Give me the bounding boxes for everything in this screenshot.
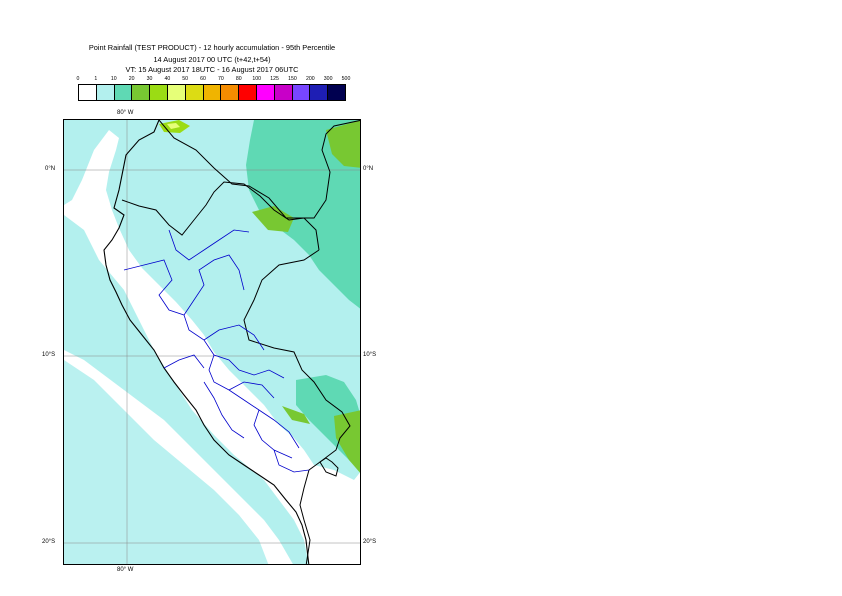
colorbar-swatch [132, 85, 151, 100]
colorbar-threshold-label: 150 [288, 76, 297, 82]
colorbar-threshold-label: 0 [76, 76, 80, 82]
rain-yellow-nw [167, 123, 180, 129]
map-frame [63, 119, 361, 565]
border-peru-brazil [243, 249, 351, 471]
colorbar [78, 84, 346, 101]
colorbar-threshold-label: 10 [110, 76, 117, 82]
colorbar-swatch [167, 85, 186, 100]
colorbar-threshold-label: 100 [252, 76, 261, 82]
lat-label-eq-right: 0°N [363, 166, 374, 172]
rain-heavy-center [252, 206, 294, 232]
colorbar-swatch [185, 85, 204, 100]
colorbar-swatch [256, 85, 275, 100]
region-borders [123, 229, 310, 473]
lat-label-10s-right: 10°S [363, 352, 377, 358]
colorbar-threshold-label: 125 [270, 76, 279, 82]
colorbar-swatch [310, 85, 329, 100]
colorbar-swatch [274, 85, 293, 100]
colorbar-threshold-label: 1 [94, 76, 98, 82]
rain-medium-north [246, 120, 360, 309]
title-line-2: 14 August 2017 00 UTC (t+42,t+54) [153, 55, 271, 64]
lon-label-top: 80° W [117, 110, 134, 116]
lon-label-bottom: 80° W [117, 567, 134, 573]
colorbar-swatch [79, 85, 97, 100]
title-line-1: Point Rainfall (TEST PRODUCT) - 12 hourl… [88, 43, 336, 52]
colorbar-swatch [96, 85, 115, 100]
lat-label-eq-left: 0°N [45, 166, 56, 172]
colorbar-threshold-label: 20 [128, 76, 135, 82]
border-bolivia-chile [299, 469, 311, 564]
colorbar-swatch [292, 85, 311, 100]
colorbar-swatch [150, 85, 168, 100]
colorbar-swatch [203, 85, 222, 100]
coastline [103, 120, 310, 564]
rain-heavy-se [334, 410, 360, 473]
colorbar-swatch [114, 85, 133, 100]
rain-heavy-strip [282, 406, 310, 424]
rain-heavy-ne [326, 120, 360, 168]
colorbar-threshold-label: 50 [182, 76, 189, 82]
lat-label-20s-left: 20°S [42, 539, 56, 545]
lat-label-10s-left: 10°S [42, 352, 56, 358]
colorbar-threshold-label: 60 [200, 76, 206, 82]
colorbar-threshold-label: 300 [323, 76, 333, 82]
colorbar-threshold-label: 30 [146, 76, 153, 82]
border-ecuador-peru [121, 181, 320, 251]
colorbar-threshold-label: 40 [164, 76, 171, 82]
colorbar-threshold-label: 70 [218, 76, 224, 82]
lat-label-20s-right: 20°S [363, 539, 377, 545]
rain-light-offshore [64, 215, 309, 564]
colorbar-swatch [221, 85, 240, 100]
colorbar-threshold-label: 80 [235, 76, 242, 82]
colorbar-threshold-label: 500 [341, 76, 351, 82]
rain-light-strip [64, 360, 269, 564]
border-titicaca [319, 457, 339, 477]
border-colombia [158, 120, 360, 219]
colorbar-threshold-label: 200 [305, 76, 315, 82]
colorbar-swatch [239, 85, 257, 100]
title-line-3: VT: 15 August 2017 18UTC - 16 August 201… [125, 65, 299, 74]
colorbar-swatch [328, 85, 345, 100]
rainfall-map [64, 120, 360, 564]
